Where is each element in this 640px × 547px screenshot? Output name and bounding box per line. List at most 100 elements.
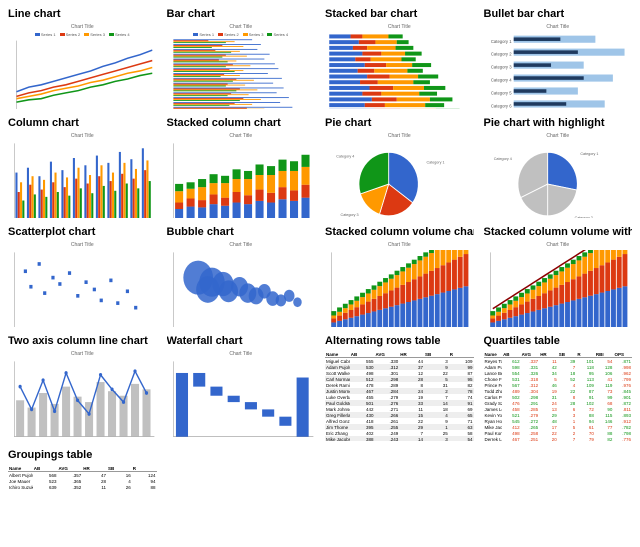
- pie-chart-title: Pie chart: [325, 117, 474, 129]
- line-chart-title: Line chart: [8, 8, 157, 20]
- cell: Carlos Pena: [484, 394, 503, 400]
- cell: Mark Johnson: [325, 406, 350, 412]
- cell: Albert Pujols: [8, 472, 33, 479]
- cell: 82: [595, 436, 614, 441]
- stacked-col-volume-b-title: Stacked column volume with trend: [484, 226, 633, 238]
- svg-text:Category 2: Category 2: [490, 51, 511, 56]
- stacked-col-volume-a: Stacked column volume chartChart Title: [325, 226, 474, 327]
- pie-chart: Pie chartChart TitleCategory 1Category 2…: [325, 117, 474, 218]
- cell: Adam Pujols: [325, 364, 350, 370]
- cell: Eric Zhang: [325, 430, 350, 436]
- groupings-table: Groupings table NameABAVGHRSBRAlbert Pujo…: [8, 449, 157, 495]
- column-chart: Column chart Chart Title: [8, 117, 157, 218]
- bullet-bar-chart-thumb: Chart TitleCategory 1Category 2Category …: [484, 24, 633, 109]
- ct: Chart Title: [8, 133, 157, 139]
- alt-rows-table-thumb: NameABAVGHRSBRMiguel Cabrera555.33044310…: [325, 351, 474, 441]
- svg-text:Category 4: Category 4: [493, 157, 512, 161]
- svg-text:Category 4: Category 4: [336, 154, 355, 158]
- two-axis-chart-title: Two axis column line chart: [8, 335, 157, 347]
- ct: Chart Title: [8, 242, 157, 248]
- cell: Scott Walkering: [325, 370, 350, 376]
- cell: Chone Figgins: [484, 376, 503, 382]
- pie-chart-thumb: Chart TitleCategory 1Category 2Category …: [325, 133, 474, 218]
- groupings-table-thumb: NameABAVGHRSBRAlbert Pujols568.357471612…: [8, 465, 157, 495]
- alt-rows-table-title: Alternating rows table: [325, 335, 474, 347]
- cell: James Loney: [484, 406, 503, 412]
- line-chart: Line chart Chart Title Series 1Series 2Ser…: [8, 8, 157, 109]
- stacked-column-chart: Stacked column chart Chart Title: [167, 117, 316, 218]
- legend: Series 1Series 2Series 3Series 4: [167, 32, 316, 37]
- stacked-column-chart-title: Stacked column chart: [167, 117, 316, 129]
- ct: Chart Title: [325, 24, 474, 30]
- ct: Chart Title: [167, 133, 316, 139]
- stacked-bar-chart-title: Stacked bar chart: [325, 8, 474, 20]
- column-chart-title: Column chart: [8, 117, 157, 129]
- quartiles-table-thumb: NameABAVGHRSBRRBIOPSReyes Top Leading612…: [484, 351, 633, 441]
- table: NameABAVGHRSBRRBIOPSReyes Top Leading612…: [484, 351, 633, 441]
- pie-chart-highlight-title: Pie chart with highlight: [484, 117, 633, 129]
- stacked-col-volume-b: Stacked column volume with trend Chart Ti…: [484, 226, 633, 327]
- bubble-chart-thumb: Chart Title: [167, 242, 316, 327]
- svg-text:Category 6: Category 6: [490, 103, 511, 108]
- svg-text:Category 1: Category 1: [426, 160, 444, 164]
- ct: Chart Title: [325, 133, 474, 139]
- ct: Chart Title: [484, 24, 633, 30]
- cell: Joe Mauer: [8, 478, 33, 484]
- svg-text:Category 4: Category 4: [490, 77, 511, 82]
- cell: Paul Goldstein: [325, 400, 350, 406]
- table-row: Ichiro Suzuki639.352112688: [8, 484, 157, 490]
- cell: 639: [33, 484, 58, 490]
- ct: Chart Title: [8, 351, 157, 357]
- stacked-column-chart-thumb: Chart Title: [167, 133, 316, 218]
- cell: Derek Ramirez: [325, 382, 350, 388]
- cell: 54: [449, 436, 474, 441]
- cell: .352: [58, 484, 83, 490]
- svg-text:Category 2: Category 2: [574, 216, 592, 218]
- svg-text:Category 5: Category 5: [490, 90, 511, 95]
- bar-chart-thumb: Chart Title Series 1Series 2Series 3Serie…: [167, 24, 316, 109]
- scatter-chart: Scatterplot chart Chart Title: [8, 226, 157, 327]
- cell: Ichiro Suzuki: [8, 484, 33, 490]
- waterfall-chart: Waterfall chartChart Title: [167, 335, 316, 441]
- alt-rows-table: Alternating rows table NameABAVGHRSBRMigu…: [325, 335, 474, 441]
- cell: Ryan Howard: [484, 418, 503, 424]
- two-axis-chart: Two axis column line chart Chart Title: [8, 335, 157, 441]
- cell: 14: [399, 436, 424, 441]
- stacked-bar-chart: Stacked bar chart Chart Title: [325, 8, 474, 109]
- cell: 7: [558, 436, 577, 441]
- bullet-bar-chart: Bullet bar chartChart TitleCategory 1Cat…: [484, 8, 633, 109]
- svg-text:Category 3: Category 3: [341, 213, 359, 217]
- cell: Mike Jacobs: [484, 424, 503, 430]
- groupings-table-title: Groupings table: [8, 449, 157, 461]
- cell: 11: [82, 484, 107, 490]
- pie-chart-highlight-thumb: Chart TitleCategory 1Category 2Category …: [484, 133, 633, 218]
- scatter-chart-title: Scatterplot chart: [8, 226, 157, 238]
- two-axis-chart-thumb: Chart Title: [8, 351, 157, 436]
- cell: Greg Fillerland: [325, 412, 350, 418]
- table: NameABAVGHRSBRMiguel Cabrera555.33044310…: [325, 351, 474, 441]
- cell: Mike Jacobs: [325, 436, 350, 441]
- cell: Todd Zhang: [484, 388, 503, 394]
- cell: 3: [424, 436, 449, 441]
- cell: Grady Szemila: [484, 400, 503, 406]
- cell: Justin Morneau: [325, 388, 350, 394]
- table: NameABAVGHRSBRAlbert Pujols568.357471612…: [8, 465, 157, 490]
- cell: Jim Thome: [325, 424, 350, 430]
- stacked-col-volume-b-thumb: Chart Title: [484, 242, 633, 327]
- cell: Miguel Cabrera: [325, 358, 350, 365]
- cell: .243: [375, 436, 400, 441]
- bar-chart: Bar chartChart TitleSeries 1Series 2Seri…: [167, 8, 316, 109]
- ct: Chart Title: [325, 242, 474, 248]
- legend: Series 1Series 2Series 3Series 4: [8, 32, 157, 37]
- cell: 79: [576, 436, 595, 441]
- cell: Carl Norman: [325, 376, 350, 382]
- cell: 26: [107, 484, 132, 490]
- quartiles-table-title: Quartiles table: [484, 335, 633, 347]
- bubble-chart-title: Bubble chart: [167, 226, 316, 238]
- column-chart-thumb: Chart Title: [8, 133, 157, 218]
- ct: Chart Title: [484, 133, 633, 139]
- chart-inner-title: Chart Title: [8, 24, 157, 30]
- line-chart-thumb: Chart Title Series 1Series 2Series 3Serie…: [8, 24, 157, 109]
- ct: Chart Title: [167, 24, 316, 30]
- cell: Adam Pujols: [484, 364, 503, 370]
